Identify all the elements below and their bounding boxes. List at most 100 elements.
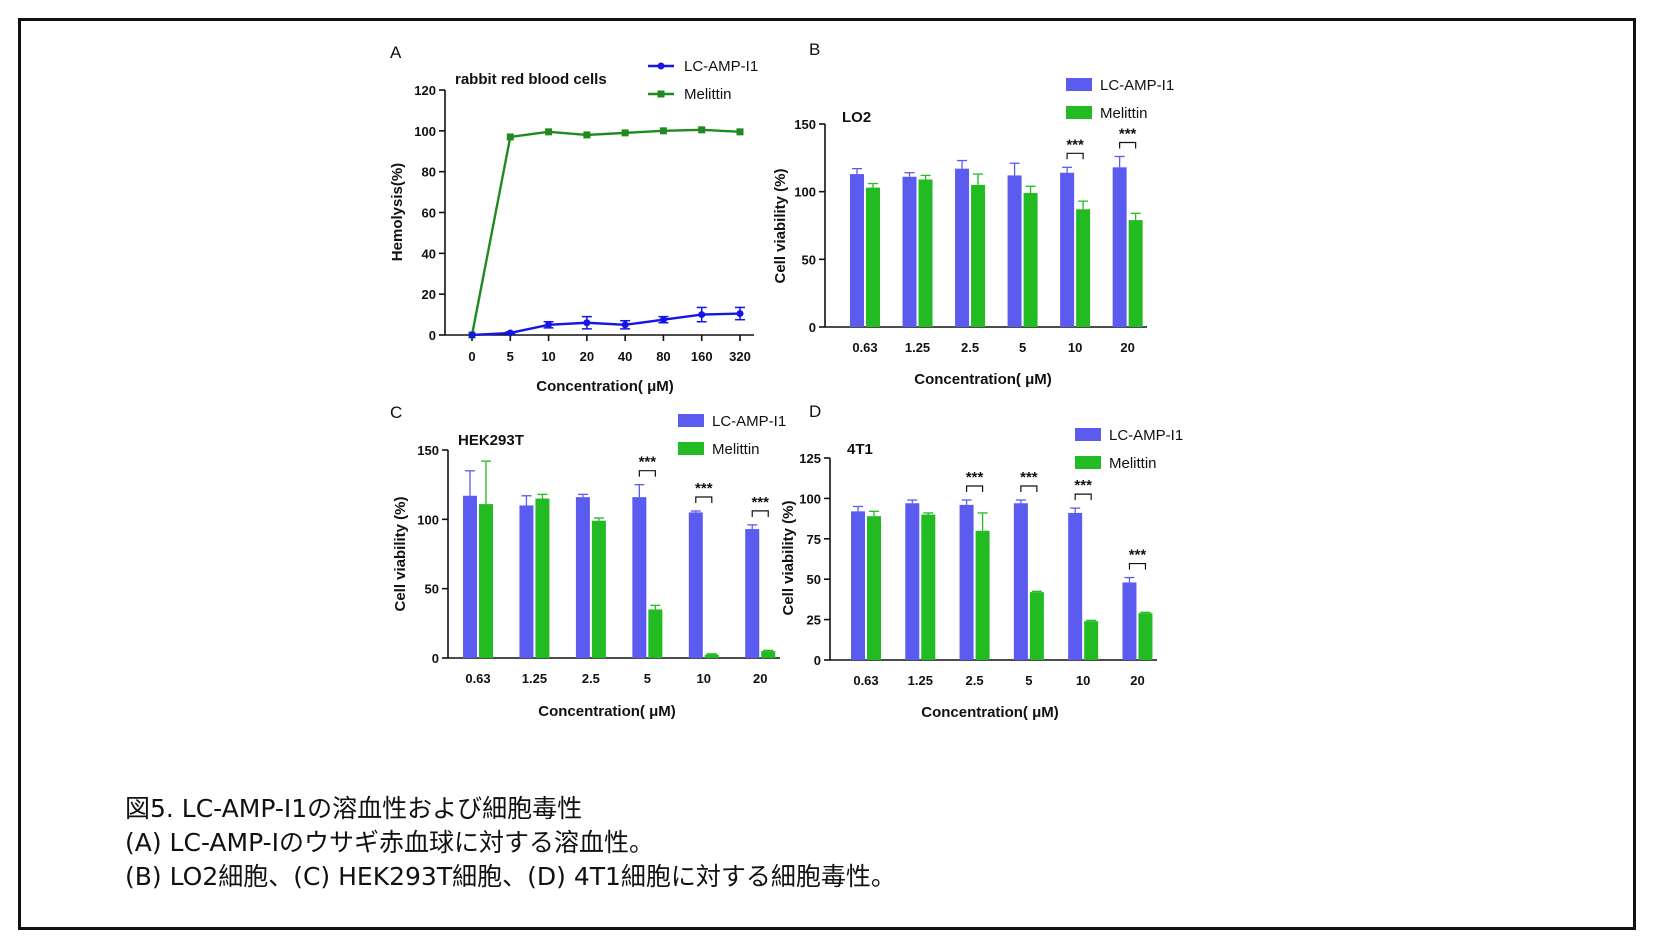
y-tick-label: 100 xyxy=(417,512,439,527)
significance-bracket xyxy=(1119,141,1137,149)
y-tick-label: 50 xyxy=(425,582,439,597)
bar-lc-amp-i1 xyxy=(902,176,917,327)
bar-lc-amp-i1 xyxy=(955,168,970,327)
data-point xyxy=(736,310,744,318)
y-tick-label: 50 xyxy=(807,572,821,587)
caption-line-a: (A) LC-AMP-Iのウサギ赤血球に対する溶血性。 xyxy=(125,828,655,857)
legend-label: Melittin xyxy=(712,441,760,458)
y-tick-label: 0 xyxy=(814,653,821,668)
bar-lc-amp-i1 xyxy=(463,495,477,658)
x-tick-label: 0.63 xyxy=(852,340,877,355)
significance-bracket xyxy=(751,510,769,517)
x-tick-label: 2.5 xyxy=(582,671,600,686)
bar-melittin xyxy=(1076,209,1091,327)
bar-lc-amp-i1 xyxy=(632,497,647,658)
significance-label: *** xyxy=(1020,469,1038,486)
legend-swatch xyxy=(1066,106,1092,119)
y-tick-label: 100 xyxy=(799,491,821,506)
significance-label: *** xyxy=(751,494,769,511)
legend-swatch xyxy=(678,414,704,427)
bar-lc-amp-i1 xyxy=(1060,172,1075,327)
significance-label: *** xyxy=(1119,125,1137,142)
y-tick-label: 0 xyxy=(809,320,816,335)
panel-letter: B xyxy=(809,40,820,59)
significance-bracket xyxy=(638,470,656,477)
y-tick-label: 100 xyxy=(414,124,436,139)
data-point xyxy=(506,329,514,337)
data-point xyxy=(545,321,553,329)
panel-letter: C xyxy=(390,403,402,422)
panel-b: B LO2 0 50 100 150 Concentration( μM) Cell viab… xyxy=(772,40,1174,388)
x-axis-title: Concentration( μM) xyxy=(536,378,674,395)
legend-swatch xyxy=(1075,456,1101,469)
bar-lc-amp-i1 xyxy=(851,511,865,660)
x-tick-label: 1.25 xyxy=(905,340,930,355)
x-tick-label: 20 xyxy=(1130,673,1144,688)
y-tick-label: 100 xyxy=(794,185,816,200)
bar-melittin xyxy=(648,609,663,658)
significance-bracket xyxy=(1066,152,1084,160)
bar-melittin xyxy=(1084,621,1099,660)
x-tick-label: 0.63 xyxy=(465,671,490,686)
panel-letter: D xyxy=(809,402,821,421)
significance-bracket xyxy=(1074,493,1092,501)
x-tick-label: 20 xyxy=(753,671,767,686)
x-tick-label: 5 xyxy=(1019,340,1026,355)
x-tick-label: 320 xyxy=(729,349,751,364)
legend-marker xyxy=(657,90,665,98)
x-tick-label: 5 xyxy=(644,671,651,686)
legend-marker xyxy=(657,62,665,70)
bar-lc-amp-i1 xyxy=(745,529,760,658)
legend-label: LC-AMP-I1 xyxy=(684,58,758,75)
x-tick-label: 0 xyxy=(468,349,475,364)
bar-melittin xyxy=(866,187,880,327)
y-axis-title: Cell viability (%) xyxy=(392,496,409,611)
panel-letter: A xyxy=(390,43,402,62)
data-point xyxy=(621,129,629,137)
bar-lc-amp-i1 xyxy=(688,512,703,658)
caption-line-title: 図5. LC-AMP-I1の溶血性および細胞毒性 xyxy=(125,794,583,823)
y-tick-label: 0 xyxy=(429,328,436,343)
x-axis-title: Concentration( μM) xyxy=(914,371,1052,388)
significance-label: *** xyxy=(1129,547,1147,564)
significance-bracket xyxy=(965,485,984,493)
bar-lc-amp-i1 xyxy=(1068,512,1083,660)
bar-melittin xyxy=(1029,592,1044,660)
legend-swatch xyxy=(678,442,704,455)
x-tick-label: 2.5 xyxy=(966,673,984,688)
data-point xyxy=(583,131,591,139)
x-tick-label: 80 xyxy=(656,349,670,364)
chart-title: 4T1 xyxy=(847,441,873,458)
panel-d: D 4T1 0 25 50 75 100 125 Concentration( μM) Cell … xyxy=(780,402,1183,721)
significance-label: *** xyxy=(966,469,984,486)
y-axis-title: Hemolysis(%) xyxy=(389,163,406,261)
y-tick-label: 80 xyxy=(422,165,436,180)
chart-title: HEK293T xyxy=(458,432,524,449)
significance-label: *** xyxy=(1066,136,1084,153)
bar-lc-amp-i1 xyxy=(959,504,974,660)
bar-melittin xyxy=(761,651,776,658)
series-line-melittin xyxy=(470,128,741,336)
significance-bracket xyxy=(695,496,713,504)
legend-label: LC-AMP-I1 xyxy=(712,413,786,430)
bar-melittin xyxy=(704,654,719,658)
data-point xyxy=(506,133,514,141)
bar-melittin xyxy=(479,504,493,658)
series-line-lc-amp-i1 xyxy=(471,312,741,337)
x-tick-label: 0.63 xyxy=(853,673,878,688)
data-point xyxy=(545,128,553,136)
x-tick-label: 10 xyxy=(1068,340,1082,355)
bar-melittin xyxy=(971,184,986,327)
data-point xyxy=(736,128,744,136)
bar-lc-amp-i1 xyxy=(1007,175,1022,327)
chart-title: rabbit red blood cells xyxy=(455,71,607,88)
panel-c: C HEK293T 0 50 100 150 Concentration( μM) Cell … xyxy=(390,403,786,720)
y-axis-title: Cell viability (%) xyxy=(772,168,789,283)
y-tick-label: 50 xyxy=(802,252,816,267)
x-tick-label: 5 xyxy=(507,349,514,364)
x-tick-label: 10 xyxy=(1076,673,1090,688)
x-tick-label: 2.5 xyxy=(961,340,979,355)
y-tick-label: 0 xyxy=(432,651,439,666)
